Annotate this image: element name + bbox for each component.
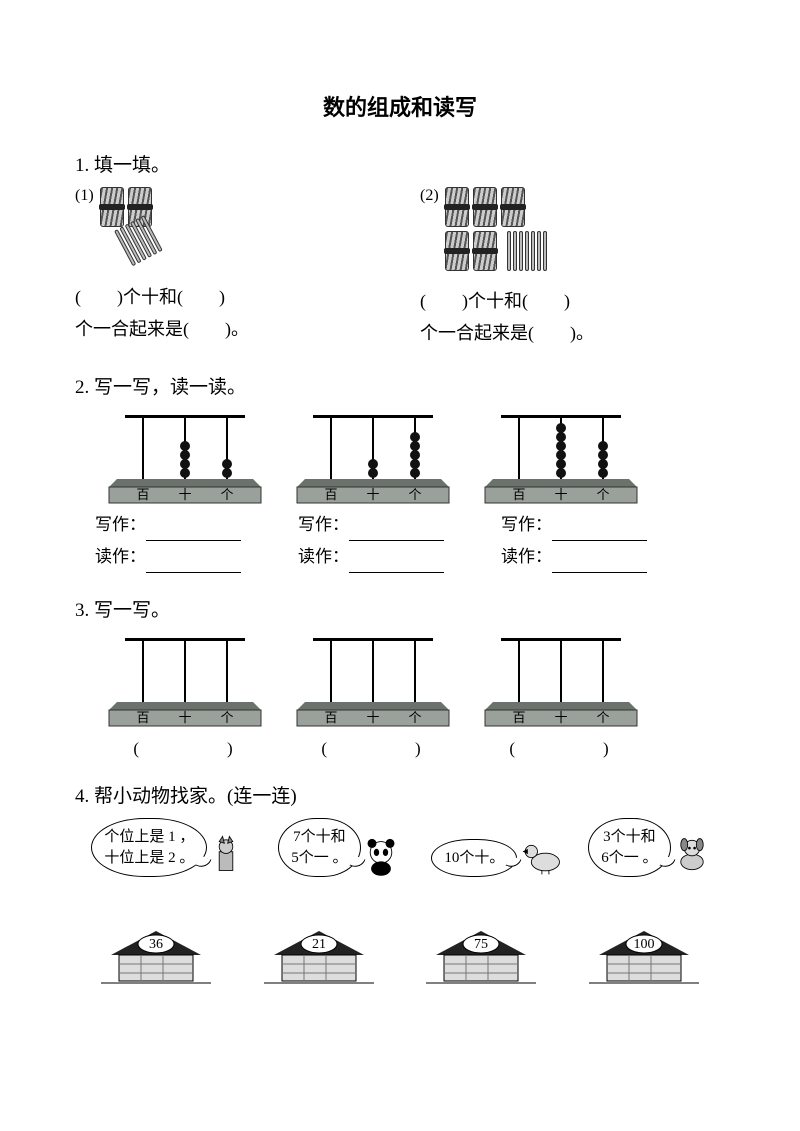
- cat-icon: [209, 835, 245, 877]
- bundle-icon: [501, 187, 525, 227]
- blank-line: [146, 524, 241, 541]
- house: 100: [589, 927, 699, 992]
- svg-text:百: 百: [136, 710, 149, 725]
- speech-bubble: 7个十和5个一 。: [278, 818, 360, 877]
- svg-text:个: 个: [596, 487, 609, 502]
- abacus: 百十个: [105, 409, 265, 505]
- paren-blank: ( ): [481, 734, 641, 759]
- bundle-icon: [100, 187, 124, 227]
- abacus-empty: 百十个: [481, 632, 641, 728]
- write-label: 写作：: [95, 515, 146, 534]
- blank-line: [349, 524, 444, 541]
- abacus: 百十个: [481, 409, 641, 505]
- speech-bubble: 3个十和6个一 。: [588, 818, 670, 877]
- blank-line: [146, 556, 241, 573]
- svg-text:个: 个: [408, 710, 421, 725]
- svg-text:十: 十: [554, 710, 567, 725]
- write-read-block: 写作： 读作：: [298, 509, 473, 574]
- svg-text:个: 个: [220, 487, 233, 502]
- svg-text:36: 36: [149, 937, 163, 952]
- bundle-icon: [473, 231, 497, 271]
- q4-heading: 4. 帮小动物找家。(连一连): [75, 781, 725, 808]
- svg-text:个: 个: [408, 487, 421, 502]
- q1-fill-text: ( )个十和( )个一合起来是( )。: [420, 285, 725, 350]
- page-title: 数的组成和读写: [75, 90, 725, 122]
- svg-text:百: 百: [324, 710, 337, 725]
- read-label: 读作：: [501, 547, 552, 566]
- q1-item-label: (2): [420, 187, 439, 205]
- svg-text:75: 75: [474, 937, 488, 952]
- abacus-empty: 百十个: [293, 632, 453, 728]
- svg-text:百: 百: [324, 487, 337, 502]
- svg-text:十: 十: [178, 710, 191, 725]
- speech-bubble: 个位上是 1 ，十位上是 2 。: [91, 818, 207, 877]
- stick-icon: [507, 231, 511, 271]
- question-3: 3. 写一写。 百 十 个 ( ) 百 十 个 ( ) 百 十 个 ( ): [75, 595, 725, 759]
- svg-text:百: 百: [512, 710, 525, 725]
- question-2: 2. 写一写，读一读。 百十个百十个百十个 写作： 读作：写作： 读作：写作： …: [75, 372, 725, 574]
- question-1: 1. 填一填。 (1) ( )个十和( )个一合起来是( )。 (2) ( )个十和(…: [75, 150, 725, 350]
- paren-blank: ( ): [105, 734, 265, 759]
- blank-line: [349, 556, 444, 573]
- abacus: 百十个: [293, 409, 453, 505]
- stick-icon: [531, 231, 535, 271]
- abacus-empty: 百十个: [105, 632, 265, 728]
- svg-text:十: 十: [178, 487, 191, 502]
- svg-text:100: 100: [633, 937, 654, 952]
- dog-icon: [673, 835, 709, 877]
- svg-text:十: 十: [554, 487, 567, 502]
- house: 21: [264, 927, 374, 992]
- svg-text:个: 个: [220, 710, 233, 725]
- q1-item-label: (1): [75, 187, 94, 205]
- q3-heading: 3. 写一写。: [75, 595, 725, 622]
- read-label: 读作：: [298, 547, 349, 566]
- svg-text:十: 十: [366, 710, 379, 725]
- write-read-block: 写作： 读作：: [501, 509, 676, 574]
- svg-text:21: 21: [312, 937, 326, 952]
- svg-text:十: 十: [366, 487, 379, 502]
- stick-icon: [519, 231, 523, 271]
- bundle-icon: [473, 187, 497, 227]
- write-label: 写作：: [501, 515, 552, 534]
- q1-heading: 1. 填一填。: [75, 150, 725, 177]
- stick-icon: [543, 231, 547, 271]
- question-4: 4. 帮小动物找家。(连一连) 个位上是 1 ，十位上是 2 。 7个十和5个一 …: [75, 781, 725, 992]
- stick-icon: [537, 231, 541, 271]
- blank-line: [552, 524, 647, 541]
- write-read-block: 写作： 读作：: [95, 509, 270, 574]
- svg-text:个: 个: [596, 710, 609, 725]
- duck-icon: [519, 835, 555, 877]
- q2-heading: 2. 写一写，读一读。: [75, 372, 725, 399]
- q1-fill-text: ( )个十和( )个一合起来是( )。: [75, 281, 380, 346]
- paren-blank: ( ): [293, 734, 453, 759]
- svg-text:百: 百: [512, 487, 525, 502]
- panda-icon: [363, 835, 399, 877]
- svg-text:百: 百: [136, 487, 149, 502]
- stick-icon: [525, 231, 529, 271]
- write-label: 写作：: [298, 515, 349, 534]
- bundle-icon: [445, 231, 469, 271]
- read-label: 读作：: [95, 547, 146, 566]
- speech-bubble: 10个十。: [431, 839, 517, 877]
- house: 75: [426, 927, 536, 992]
- blank-line: [552, 556, 647, 573]
- stick-icon: [513, 231, 517, 271]
- bundle-icon: [445, 187, 469, 227]
- house: 36: [101, 927, 211, 992]
